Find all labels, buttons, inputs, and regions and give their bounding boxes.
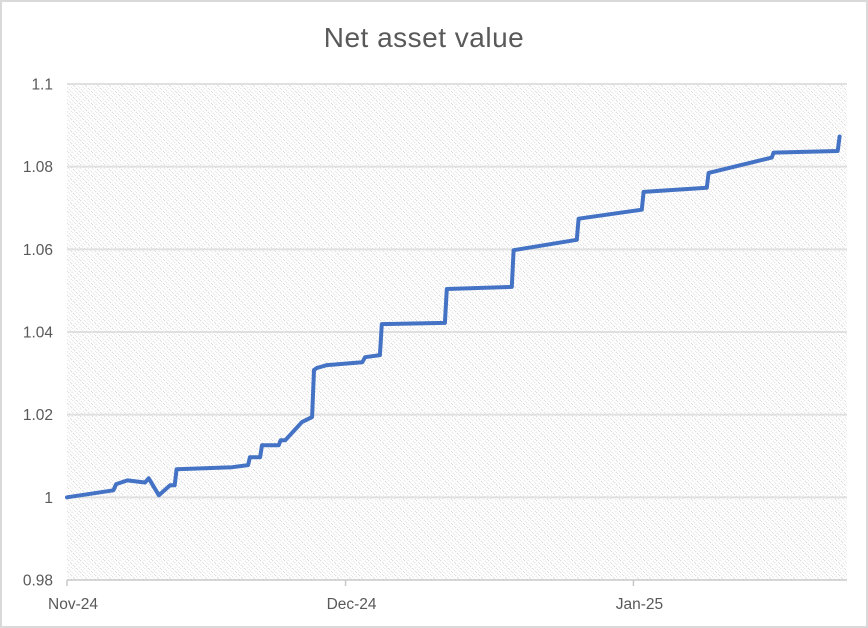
y-tick-label: 1 (44, 490, 53, 507)
x-tick-label: Dec-24 (327, 596, 377, 613)
x-tick-label: Nov-24 (48, 596, 98, 613)
y-tick-label: 1.02 (23, 407, 53, 424)
y-tick-label: 1.1 (31, 77, 53, 94)
y-tick-label: 1.06 (23, 242, 53, 259)
nav-series-line (65, 134, 842, 500)
y-tick-label: 0.98 (23, 573, 53, 590)
y-tick-label: 1.08 (23, 159, 53, 176)
y-tick-label: 1.04 (23, 325, 54, 342)
chart-title: Net asset value (323, 22, 525, 53)
x-tick-label: Jan-25 (616, 596, 663, 613)
